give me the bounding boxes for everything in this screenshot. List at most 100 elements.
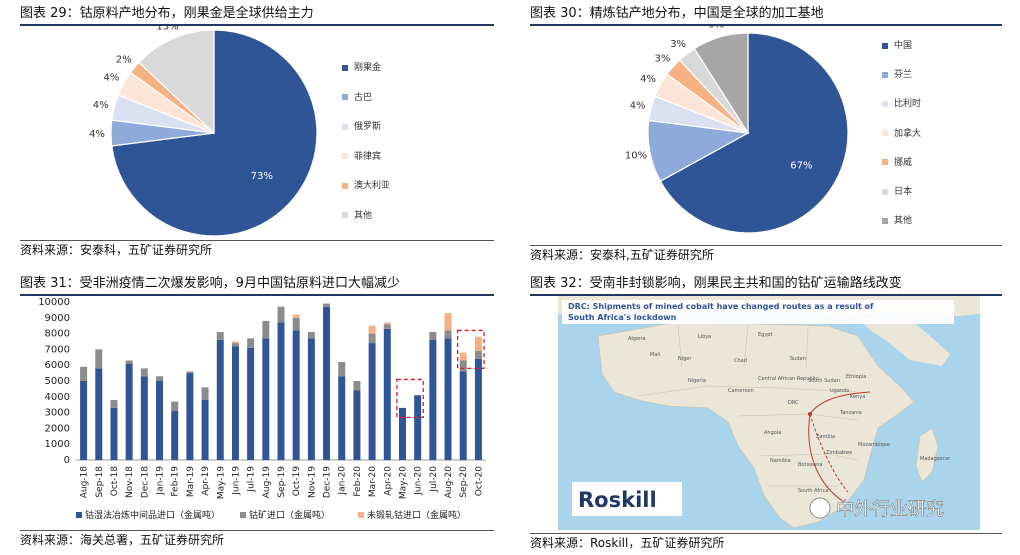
fig30-legend-swatch — [882, 42, 888, 49]
fig30-legend-swatch — [882, 100, 888, 107]
svg-text:Zimbabwe: Zimbabwe — [826, 450, 852, 456]
fig29-legend-label: 古巴 — [354, 92, 373, 103]
fig31-legend-label: 钴矿进口（金属吨） — [249, 509, 330, 521]
fig29-legend-item: 菲律宾 — [342, 149, 381, 162]
fig31-bar-segment — [353, 390, 361, 460]
fig31-bar-segment — [368, 333, 376, 344]
fig30-pie: 67% 10% 4% 4% 3% 3% 9% — [625, 26, 849, 234]
fig29-legend-item: 古巴 — [342, 90, 372, 103]
fig31-bar-segment — [307, 338, 315, 460]
svg-text:Egypt: Egypt — [758, 332, 772, 338]
fig31-bar-segment — [110, 407, 118, 460]
svg-text:Central African Republic: Central African Republic — [758, 376, 818, 382]
fig29-value-label-3: 4% — [104, 73, 120, 84]
fig30-legend-swatch — [882, 188, 888, 195]
fig30-legend-item: 日本 — [882, 184, 912, 197]
fig31-ytick-label: 9000 — [45, 313, 70, 324]
fig31-bar-segment — [474, 358, 482, 460]
fig30-legend-label: 比利时 — [894, 99, 922, 110]
fig31-bar-segment — [156, 376, 164, 381]
fig31-legend-swatch — [76, 512, 82, 518]
fig31-bar-segment — [368, 343, 376, 460]
svg-text:Madagascar: Madagascar — [920, 456, 951, 462]
africa-map-image: DRC: Shipments of mined cobalt have chan… — [558, 296, 980, 530]
svg-text:Angola: Angola — [764, 430, 781, 436]
fig31-highlight-box — [456, 329, 485, 370]
fig31-bar-segment — [292, 330, 300, 460]
fig31-bar-chart: 0 1000 2000 3000 4000 5000 6000 7000 8000 9000 100… — [38, 297, 486, 521]
fig31-bar-segment — [247, 338, 255, 348]
fig29-pie: 73% 4% 4% 4% 2% 13% — [89, 26, 318, 236]
fig29-legend-item: 其他 — [342, 208, 372, 221]
fig30-slice-0 — [659, 32, 849, 234]
fig30-legend-item: 中国 — [882, 38, 912, 51]
fig31-xtick-label: Nov-18 — [125, 466, 135, 498]
fig30-legend-label: 其他 — [894, 216, 913, 227]
fig31-bar-segment — [140, 376, 148, 460]
fig29-legend-item: 刚果金 — [342, 60, 381, 73]
fig30-slice-6 — [693, 32, 749, 136]
fig31-bar-segment — [292, 314, 300, 318]
watermark: 中外行业研究 — [836, 499, 944, 520]
fig30-legend-swatch — [882, 159, 888, 166]
fig31-ytick-label: 8000 — [45, 329, 70, 340]
fig31-xtick-label: May-20 — [398, 466, 408, 499]
fig31-bar-segment — [368, 325, 376, 334]
fig30-legend-label: 挪威 — [894, 157, 913, 168]
svg-text:Zambia: Zambia — [816, 434, 835, 440]
fig31-xtick-label: Sep-20 — [459, 466, 469, 498]
fig30-legend-label: 芬兰 — [894, 70, 913, 81]
fig31-bar-segment — [459, 360, 467, 372]
fig30-legend-item: 挪威 — [882, 155, 912, 168]
fig31-legend-label: 钴湿法冶炼中间品进口（金属吨） — [85, 509, 220, 521]
fig31-bar-segment — [125, 363, 133, 460]
fig31-xtick-label: Aug-18 — [80, 466, 90, 499]
fig29-title: 图表 29：钴原料产地分布，刚果金是全球供给主力 — [20, 4, 494, 26]
fig31-ytick-label: 6000 — [45, 360, 70, 371]
fig31-xtick-label: Jul-20 — [429, 466, 439, 493]
fig31-bar-segment — [80, 366, 88, 381]
fig30-legend-item: 其他 — [882, 213, 912, 226]
fig31-xtick-label: Apr-19 — [201, 466, 211, 496]
fig31-ytick-label: 5000 — [45, 376, 70, 387]
fig29-value-label-5: 13% — [156, 26, 178, 33]
fig30-legend-item: 加拿大 — [882, 126, 921, 139]
svg-text:Algeria: Algeria — [628, 336, 646, 342]
fig30-legend-item: 芬兰 — [882, 67, 912, 80]
fig31-bar-segment — [80, 381, 88, 460]
fig29-value-label-0: 73% — [251, 171, 273, 182]
svg-text:Namibia: Namibia — [770, 458, 791, 464]
fig31-source: 资料来源：海关总署，五矿证券研究所 — [20, 530, 494, 549]
svg-text:Mozambique: Mozambique — [858, 442, 890, 448]
svg-text:South Africa: South Africa — [798, 488, 828, 494]
fig29-legend-label: 澳大利亚 — [354, 181, 391, 191]
fig32-map: DRC: Shipments of mined cobalt have chan… — [558, 296, 980, 530]
fig31-bar-segment — [231, 341, 239, 344]
fig31-bar-segment — [277, 306, 285, 323]
fig30-value-label-5: 3% — [670, 39, 686, 50]
fig31-bar-segment — [125, 360, 133, 364]
svg-text:Nigeria: Nigeria — [688, 378, 706, 384]
fig31-bar-segment — [216, 332, 224, 340]
fig31-xtick-label: Feb-20 — [353, 466, 363, 497]
fig31-bar-segment — [474, 336, 482, 351]
fig30-value-label-4: 3% — [655, 54, 671, 65]
svg-text:Kenya: Kenya — [850, 394, 865, 400]
fig31-bar-segment — [398, 407, 406, 460]
fig29-source: 资料来源：安泰科，五矿证券研究所 — [20, 240, 494, 259]
fig31-bar-segment — [201, 399, 209, 460]
svg-text:Libya: Libya — [698, 334, 711, 340]
fig31-xtick-label: Mar-20 — [368, 466, 378, 497]
svg-text:South Sudan: South Sudan — [808, 378, 840, 384]
fig29-value-label-4: 2% — [116, 54, 132, 65]
fig31-bar-segment — [338, 362, 346, 377]
fig31-bar-segment — [353, 381, 361, 391]
fig31-bar-segment — [95, 349, 103, 369]
fig31-xtick-label: Jun-19 — [231, 466, 241, 496]
fig29-legend-label: 菲律宾 — [354, 151, 382, 162]
fig30-legend-swatch — [882, 217, 888, 224]
svg-text:Uganda: Uganda — [830, 388, 849, 394]
fig31-bar-segment — [459, 352, 467, 361]
fig31-xtick-label: Feb-19 — [171, 466, 181, 497]
fig31-xtick-label: Dec-18 — [140, 466, 150, 498]
